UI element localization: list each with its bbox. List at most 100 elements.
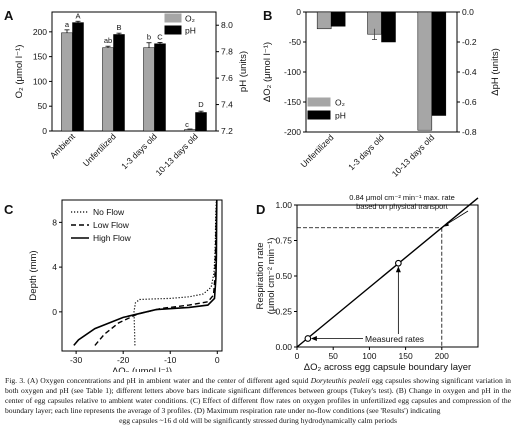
x-tick-label: 10-13 days old: [153, 131, 200, 178]
y-right-tick-label: 7.4: [221, 100, 233, 110]
plot-frame: [296, 204, 479, 348]
y-tick-label: 100: [33, 76, 47, 86]
profile-line: [73, 199, 218, 346]
x-axis-label: ΔO₂ across egg capsule boundary layer: [304, 362, 471, 372]
y-axis-label: Depth (mm): [28, 250, 39, 300]
arrowhead: [310, 336, 317, 341]
bar: [381, 11, 396, 43]
x-tick-label: Unfertilized: [81, 131, 118, 168]
y-tick-label: -150: [284, 97, 301, 107]
x-tick-label: 0: [295, 351, 300, 361]
figure: A B C D 0 50 100 150 200 7.2 7.4 7.6 7.8 8.0 O₂ (μ…: [4, 7, 501, 372]
y-right-tick-label: 7.8: [221, 47, 233, 57]
panel-b-chart: 0 -50 -100 -150 -200 0.0 -0.2 -0.4 -0.6 -0.8 ΔO₂ (…: [262, 7, 501, 179]
significance-letter: ab: [104, 36, 112, 45]
figure-caption: Fig. 3. (A) Oxygen concentrations and pH…: [5, 376, 511, 426]
x-tick-label: 100: [362, 351, 376, 361]
panel-letter-d: D: [256, 202, 265, 217]
significance-letter: a: [65, 20, 70, 29]
y-tick-label: 200: [33, 27, 47, 37]
bar: [143, 47, 155, 132]
legend-label: pH: [185, 26, 196, 36]
bar: [195, 112, 207, 132]
x-tick-label: 150: [399, 351, 413, 361]
y-axis-label: Respiration rate: [255, 242, 266, 309]
significance-letter: A: [75, 11, 80, 20]
panel-c-chart: -30 -20 -10 0 0 4 8 Depth (mm) ΔO₂ (μmol l⁻¹) No …: [28, 199, 223, 372]
y-axis-label: O₂ (μmol l⁻¹): [14, 45, 25, 99]
profile-line: [133, 199, 217, 346]
y-tick-label: 0.50: [275, 271, 292, 281]
legend-label: No Flow: [93, 207, 125, 217]
y-tick-label: 0: [52, 307, 57, 317]
y-right-tick-label: -0.4: [462, 67, 477, 77]
bar: [102, 47, 114, 132]
y-axis-label-units: (μmol cm⁻² min⁻¹): [266, 238, 277, 315]
legend-swatch: [164, 25, 182, 35]
legend-label: O₂: [185, 14, 195, 24]
y-right-tick-label: 7.6: [221, 73, 233, 83]
measured-point: [304, 335, 312, 342]
y-tick-label: 0: [296, 7, 301, 17]
y-right-tick-label: -0.6: [462, 97, 477, 107]
bar: [154, 43, 166, 132]
legend-label: High Flow: [93, 233, 132, 243]
bar: [417, 11, 433, 131]
x-tick-label: 200: [435, 351, 449, 361]
plot-frame: [51, 11, 217, 132]
y-right-tick-label: -0.8: [462, 127, 477, 137]
y-tick-label: 8: [52, 217, 57, 227]
panel-d-chart: 0 50 100 150 200 0.00 0.25 0.50 0.75 1.00 Respirat…: [255, 193, 479, 372]
caption-text-2: egg capsules showing significant variati…: [5, 376, 511, 415]
y-right-tick-label: -0.2: [462, 37, 477, 47]
y-right-tick-label: 7.2: [221, 126, 233, 136]
panel-letter-c: C: [4, 202, 14, 217]
annotation-measured-rates: Measured rates: [365, 334, 424, 344]
y-tick-label: 50: [38, 101, 48, 111]
y-tick-label: 0.25: [275, 307, 292, 317]
significance-letter: D: [198, 100, 204, 109]
significance-letter: B: [116, 23, 121, 32]
panel-a-chart: 0 50 100 150 200 7.2 7.4 7.6 7.8 8.0 O₂ (μmol l⁻¹)…: [14, 11, 249, 178]
significance-letter: b: [147, 33, 151, 42]
panel-letter-a: A: [4, 8, 14, 23]
legend-label: pH: [335, 111, 346, 121]
y-right-axis-label: ΔpH (units): [490, 48, 501, 96]
y-tick-label: 1.00: [275, 200, 292, 210]
y-axis-label: ΔO₂ (μmol l⁻¹): [262, 42, 273, 102]
x-tick-label: -20: [117, 355, 130, 365]
bar: [61, 32, 73, 132]
significance-letter: c: [185, 120, 189, 129]
x-tick-label: 1-3 days old: [119, 131, 159, 171]
y-right-tick-label: 0.0: [462, 7, 474, 17]
annotation-max-rate: 0.84 μmol cm⁻² min⁻¹ max. rate: [349, 193, 455, 202]
x-tick-label: 0: [215, 355, 220, 365]
bar: [316, 11, 332, 30]
x-tick-label: Ambient: [48, 131, 78, 161]
measured-point: [395, 259, 402, 267]
caption-text-1: Fig. 3. (A) Oxygen concentrations and pH…: [5, 376, 311, 385]
x-tick-label: 10-13 days old: [390, 132, 437, 179]
annotation-transport: based on physical transport: [356, 202, 449, 211]
legend-label: O₂: [335, 98, 345, 108]
caption-species-name: Doryteuthis pealeii: [310, 376, 370, 385]
bar: [72, 22, 84, 132]
x-tick-label: -30: [70, 355, 83, 365]
y-tick-label: 0: [42, 126, 47, 136]
x-tick-label: -10: [164, 355, 177, 365]
legend-swatch: [307, 110, 331, 120]
y-tick-label: -200: [284, 127, 301, 137]
x-axis-label: ΔO₂ (μmol l⁻¹): [112, 366, 172, 372]
legend-label: Low Flow: [93, 220, 130, 230]
regression-line: [296, 197, 479, 348]
y-tick-label: -100: [284, 67, 301, 77]
y-right-axis-label: pH (units): [238, 51, 249, 92]
significance-letter: C: [157, 32, 163, 41]
caption-text-3: egg capsules ~16 d old will be significa…: [119, 415, 397, 425]
y-right-tick-label: 8.0: [221, 20, 233, 30]
y-tick-label: 0.75: [275, 236, 292, 246]
y-tick-label: 4: [52, 262, 57, 272]
plot-frame: [61, 199, 223, 352]
panel-letter-b: B: [263, 8, 272, 23]
arrowhead: [442, 221, 449, 227]
